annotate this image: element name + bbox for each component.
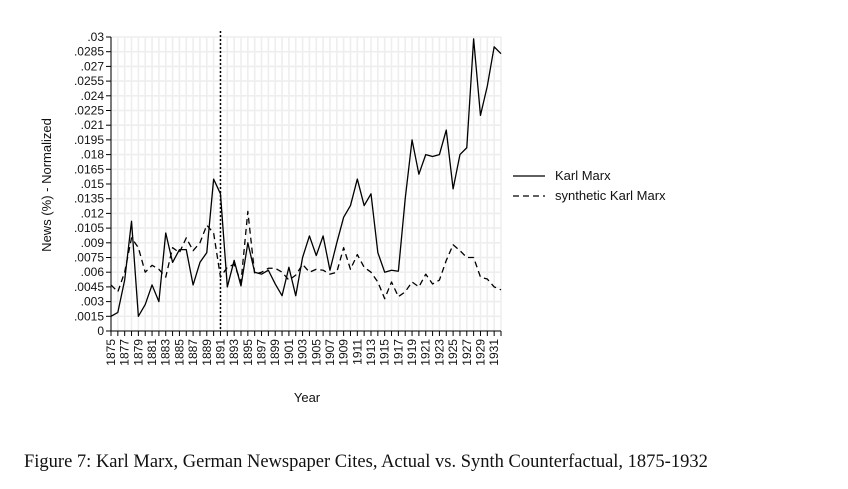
x-tick-label: 1905 (309, 339, 323, 366)
figure-caption: Figure 7: Karl Marx, German Newspaper Ci… (24, 452, 708, 472)
x-tick-label: 1881 (145, 339, 159, 366)
x-tick-label: 1931 (487, 339, 501, 366)
x-tick-label: 1917 (391, 339, 405, 366)
x-tick-label: 1889 (200, 339, 214, 366)
legend-label-synthetic-karl-marx: synthetic Karl Marx (555, 188, 666, 203)
y-tick-label: .015 (81, 177, 105, 191)
x-tick-label: 1911 (350, 339, 364, 365)
y-tick-label: 0 (97, 324, 104, 338)
x-tick-label: 1895 (241, 339, 255, 366)
x-tick-label: 1879 (131, 339, 145, 366)
y-tick-label: .0225 (74, 104, 104, 118)
x-tick-label: 1921 (419, 339, 433, 366)
y-tick-label: .03 (87, 30, 104, 44)
x-tick-label: 1897 (255, 339, 269, 366)
y-ticks: 0.0015.003.0045.006.0075.009.0105.012.01… (74, 30, 111, 338)
y-tick-label: .0135 (74, 192, 104, 206)
legend: Karl Marx synthetic Karl Marx (513, 168, 666, 203)
y-tick-label: .0045 (74, 280, 104, 294)
series-lines (110, 38, 502, 317)
y-tick-label: .021 (81, 118, 105, 132)
y-tick-label: .006 (81, 265, 105, 279)
x-axis-title: Year (294, 390, 321, 405)
x-tick-label: 1919 (405, 339, 419, 366)
y-tick-label: .024 (81, 89, 105, 103)
y-tick-label: .009 (81, 236, 105, 250)
x-tick-label: 1899 (268, 339, 282, 366)
y-tick-label: .0285 (74, 45, 104, 59)
series-line-karl-marx (110, 38, 502, 317)
y-tick-label: .0255 (74, 74, 104, 88)
y-axis-title: News (%) - Normalized (39, 118, 54, 252)
legend-label-karl-marx: Karl Marx (555, 168, 611, 183)
x-tick-label: 1887 (186, 339, 200, 366)
y-tick-label: .003 (81, 295, 105, 309)
x-tick-label: 1891 (213, 339, 227, 366)
x-tick-label: 1907 (323, 339, 337, 366)
gridlines (110, 36, 502, 332)
x-tick-label: 1925 (446, 339, 460, 366)
x-tick-label: 1909 (337, 339, 351, 366)
x-tick-label: 1929 (473, 339, 487, 366)
y-tick-label: .027 (81, 59, 105, 73)
x-tick-label: 1915 (378, 339, 392, 366)
x-tick-label: 1885 (172, 339, 186, 366)
x-tick-label: 1927 (460, 339, 474, 366)
x-tick-label: 1903 (296, 339, 310, 366)
series-line-synthetic-karl-marx (110, 210, 502, 300)
y-tick-label: .0105 (74, 221, 104, 235)
x-tick-label: 1893 (227, 339, 241, 366)
y-tick-label: .018 (81, 148, 105, 162)
x-tick-label: 1877 (118, 339, 132, 366)
y-tick-label: .0075 (74, 251, 104, 265)
x-tick-label: 1901 (282, 339, 296, 366)
x-tick-label: 1913 (364, 339, 378, 366)
x-tick-label: 1923 (432, 339, 446, 366)
y-tick-label: .0165 (74, 162, 104, 176)
y-tick-label: .0015 (74, 309, 104, 323)
x-tick-label: 1875 (104, 339, 118, 366)
y-tick-label: .012 (81, 206, 105, 220)
y-tick-label: .0195 (74, 133, 104, 147)
line-chart: 0.0015.003.0045.006.0075.009.0105.012.01… (39, 30, 666, 405)
x-ticks: 1875 1877 1879 1881 1883 1885 1887 1889 1891 1893… (104, 331, 502, 366)
x-tick-label: 1883 (159, 339, 173, 366)
